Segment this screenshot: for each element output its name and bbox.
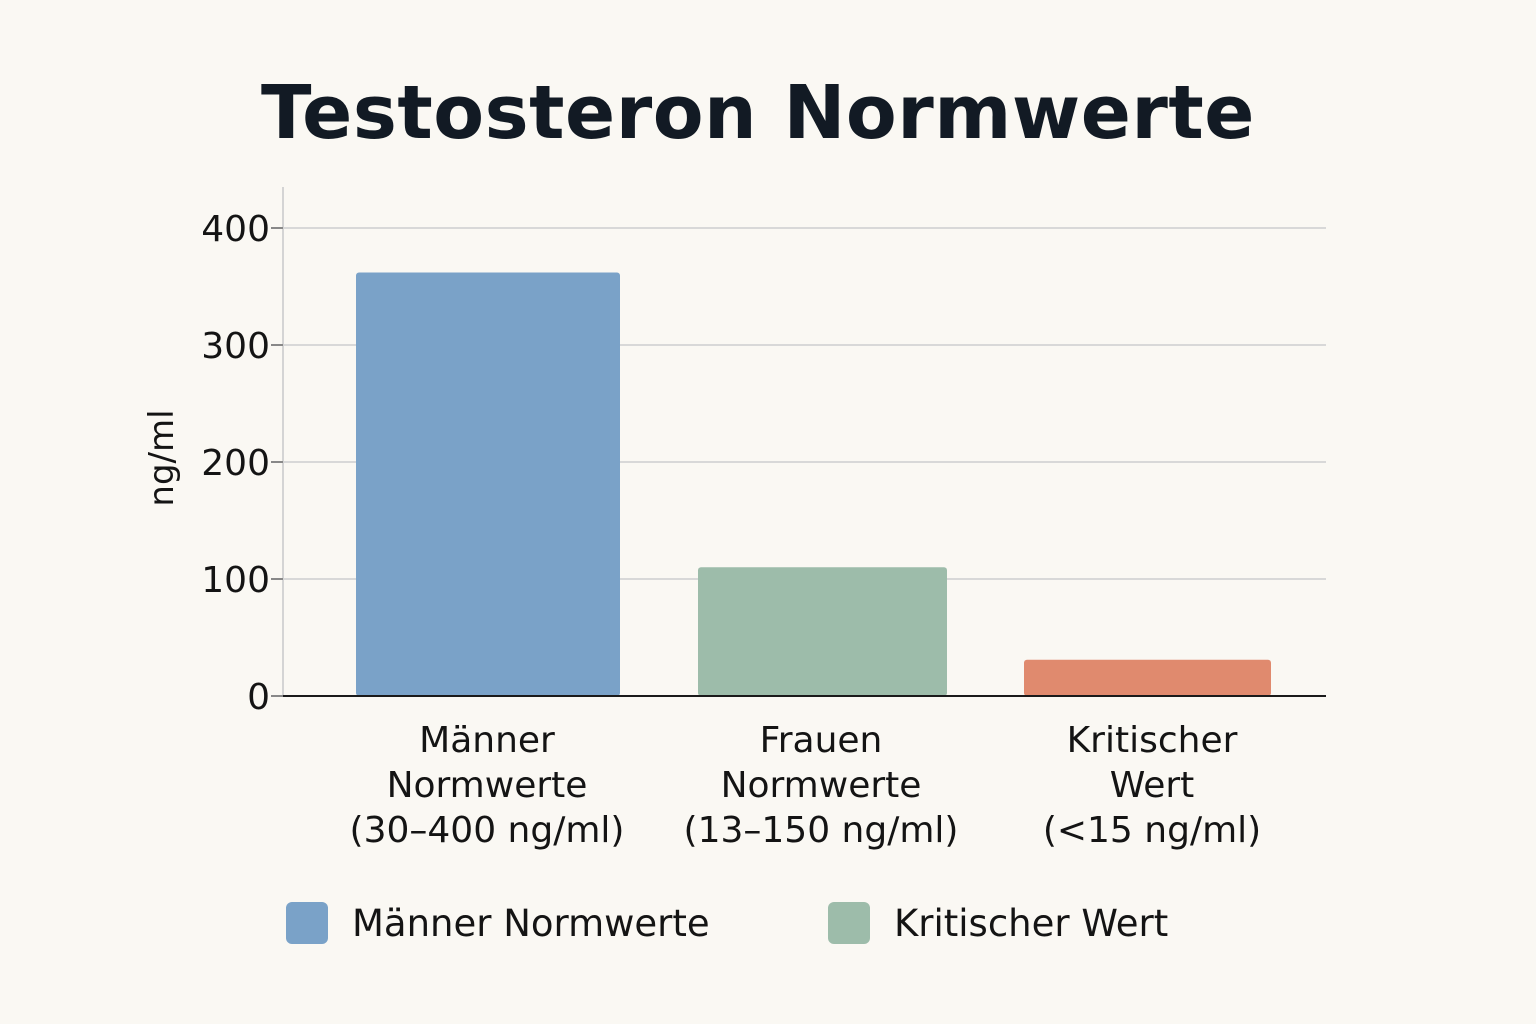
legend-item-maenner: Männer Normwerte	[286, 898, 710, 948]
bar-0	[356, 272, 620, 696]
legend-item-kritisch: Kritischer Wert	[828, 898, 1168, 948]
bar-2	[1024, 659, 1271, 696]
bar-1	[698, 567, 947, 696]
x-category-label-1-line-2: (13–150 ng/ml)	[684, 810, 959, 851]
x-category-label-2-line-0: Kritischer	[1067, 720, 1238, 761]
y-tick-label-100: 100	[201, 560, 270, 601]
y-tick-label-400: 400	[201, 209, 270, 250]
legend-label-kritisch: Kritischer Wert	[894, 901, 1169, 945]
y-tick-labels: 0 100 200 300 400	[201, 209, 283, 718]
chart-title: Testosteron Normwerte	[261, 70, 1255, 156]
x-category-label-1-line-0: Frauen	[760, 720, 883, 761]
x-category-label-0-line-1: Normwerte	[387, 765, 588, 806]
legend-swatch-maenner	[286, 902, 328, 944]
x-category-label-2-line-1: Wert	[1110, 765, 1195, 806]
x-category-label-0-line-2: (30–400 ng/ml)	[350, 810, 625, 851]
legend-swatch-kritisch	[828, 902, 870, 944]
y-tick-label-200: 200	[201, 443, 270, 484]
legend: Männer Normwerte Kritischer Wert	[0, 898, 1536, 958]
x-category-label-0-line-0: Männer	[419, 720, 555, 761]
x-category-label-2-line-2: (<15 ng/ml)	[1043, 810, 1261, 851]
axes	[282, 187, 1326, 697]
legend-label-maenner: Männer Normwerte	[352, 901, 710, 945]
y-tick-label-0: 0	[247, 677, 270, 718]
bars	[356, 272, 1271, 696]
y-tick-label-300: 300	[201, 326, 270, 367]
x-category-label-1-line-1: Normwerte	[721, 765, 922, 806]
y-axis-title: ng/ml	[142, 409, 182, 506]
